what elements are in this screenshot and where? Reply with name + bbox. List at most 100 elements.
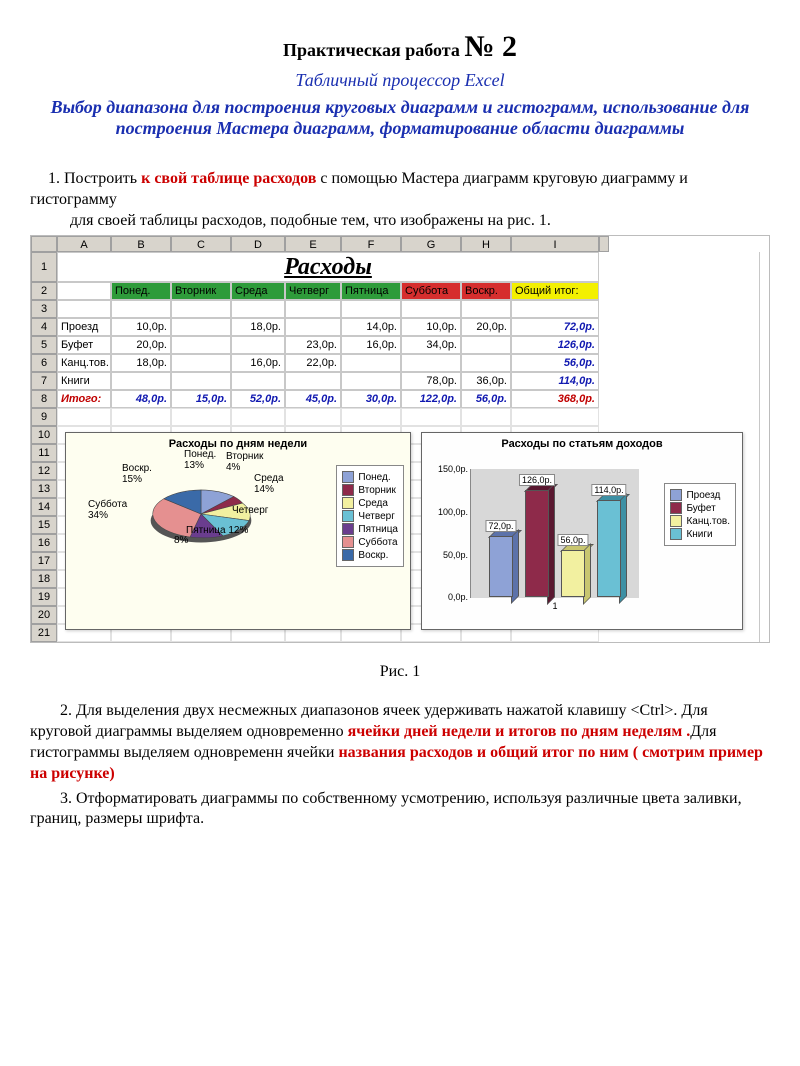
cell-H6[interactable] xyxy=(461,354,511,372)
hdr-sun[interactable]: Воскр. xyxy=(461,282,511,300)
cell-G6[interactable] xyxy=(401,354,461,372)
cell-H5[interactable] xyxy=(461,336,511,354)
itogo-sat[interactable]: 122,0р. xyxy=(401,390,461,408)
col-I[interactable]: I xyxy=(511,236,599,252)
cell-A4[interactable]: Проезд xyxy=(57,318,111,336)
itogo-tue[interactable]: 15,0р. xyxy=(171,390,231,408)
cell-A2[interactable] xyxy=(57,282,111,300)
hdr-wed[interactable]: Среда xyxy=(231,282,285,300)
cell-A7[interactable]: Книги xyxy=(57,372,111,390)
itogo-thu[interactable]: 45,0р. xyxy=(285,390,341,408)
rownum-21[interactable]: 21 xyxy=(31,624,57,642)
cell-E4[interactable] xyxy=(285,318,341,336)
cell-F6[interactable] xyxy=(341,354,401,372)
hdr-tue[interactable]: Вторник xyxy=(171,282,231,300)
itogo-mon[interactable]: 48,0р. xyxy=(111,390,171,408)
itogo-wed[interactable]: 52,0р. xyxy=(231,390,285,408)
para-1d: для своей таблицы расходов, подобные тем… xyxy=(30,211,770,232)
rownum-1[interactable]: 1 xyxy=(31,252,57,282)
rownum-4[interactable]: 4 xyxy=(31,318,57,336)
itogo-sun[interactable]: 56,0р. xyxy=(461,390,511,408)
itogo-total[interactable]: 368,0р. xyxy=(511,390,599,408)
bar: 114,0р. xyxy=(597,500,621,597)
col-A[interactable]: A xyxy=(57,236,111,252)
cell-G4[interactable]: 10,0р. xyxy=(401,318,461,336)
hdr-total[interactable]: Общий итог: xyxy=(511,282,599,300)
cell-F4[interactable]: 14,0р. xyxy=(341,318,401,336)
cell-D7[interactable] xyxy=(231,372,285,390)
col-H[interactable]: H xyxy=(461,236,511,252)
itogo-fri[interactable]: 30,0р. xyxy=(341,390,401,408)
legend-item: Вторник xyxy=(342,484,398,496)
rownum-2[interactable]: 2 xyxy=(31,282,57,300)
rownum-8[interactable]: 8 xyxy=(31,390,57,408)
col-B[interactable]: B xyxy=(111,236,171,252)
rownum-9[interactable]: 9 xyxy=(31,408,57,426)
itogo-label[interactable]: Итого: xyxy=(57,390,111,408)
row-1: 1 Расходы xyxy=(31,252,769,282)
col-E[interactable]: E xyxy=(285,236,341,252)
rownum-18[interactable]: 18 xyxy=(31,570,57,588)
pie-title: Расходы по дням недели xyxy=(66,438,410,450)
para1-a: 1. Построить xyxy=(48,170,141,187)
cell-E5[interactable]: 23,0р. xyxy=(285,336,341,354)
fig-caption: Рис. 1 xyxy=(30,663,770,681)
cell-I4[interactable]: 72,0р. xyxy=(511,318,599,336)
cell-I5[interactable]: 126,0р. xyxy=(511,336,599,354)
rownum-19[interactable]: 19 xyxy=(31,588,57,606)
cell-I6[interactable]: 56,0р. xyxy=(511,354,599,372)
cell-B6[interactable]: 18,0р. xyxy=(111,354,171,372)
col-D[interactable]: D xyxy=(231,236,285,252)
rownum-14[interactable]: 14 xyxy=(31,498,57,516)
cell-B4[interactable]: 10,0р. xyxy=(111,318,171,336)
pie-label: Суббота34% xyxy=(88,499,127,521)
legend-item: Книги xyxy=(670,528,730,540)
row-5: 5 Буфет 20,0р. 23,0р.16,0р.34,0р. 126,0р. xyxy=(31,336,769,354)
cell-C6[interactable] xyxy=(171,354,231,372)
col-F[interactable]: F xyxy=(341,236,401,252)
pie-label: 8% xyxy=(174,535,188,546)
cell-D4[interactable]: 18,0р. xyxy=(231,318,285,336)
rownum-16[interactable]: 16 xyxy=(31,534,57,552)
hdr-thu[interactable]: Четверг xyxy=(285,282,341,300)
hdr-fri[interactable]: Пятница xyxy=(341,282,401,300)
cell-G7[interactable]: 78,0р. xyxy=(401,372,461,390)
cell-A6[interactable]: Канц.тов. xyxy=(57,354,111,372)
col-G[interactable]: G xyxy=(401,236,461,252)
hdr-mon[interactable]: Понед. xyxy=(111,282,171,300)
rownum-11[interactable]: 11 xyxy=(31,444,57,462)
rownum-17[interactable]: 17 xyxy=(31,552,57,570)
rownum-6[interactable]: 6 xyxy=(31,354,57,372)
cell-H4[interactable]: 20,0р. xyxy=(461,318,511,336)
cell-B7[interactable] xyxy=(111,372,171,390)
pie-label: Среда14% xyxy=(254,473,284,495)
cell-H7[interactable]: 36,0р. xyxy=(461,372,511,390)
cell-G5[interactable]: 34,0р. xyxy=(401,336,461,354)
cell-E7[interactable] xyxy=(285,372,341,390)
bar-chart: Расходы по статьям доходов 0,0р.50,0р.10… xyxy=(421,432,743,630)
cell-D5[interactable] xyxy=(231,336,285,354)
rownum-15[interactable]: 15 xyxy=(31,516,57,534)
rownum-13[interactable]: 13 xyxy=(31,480,57,498)
hdr-sat[interactable]: Суббота xyxy=(401,282,461,300)
cell-C5[interactable] xyxy=(171,336,231,354)
cell-D6[interactable]: 16,0р. xyxy=(231,354,285,372)
cell-F7[interactable] xyxy=(341,372,401,390)
rownum-5[interactable]: 5 xyxy=(31,336,57,354)
para-2: 2. Для выделения двух несмежных диапазон… xyxy=(30,701,770,784)
cell-I7[interactable]: 114,0р. xyxy=(511,372,599,390)
rownum-20[interactable]: 20 xyxy=(31,606,57,624)
legend-item: Проезд xyxy=(670,489,730,501)
para1-d-text: для своей таблицы расходов, подобные тем… xyxy=(70,212,551,229)
rownum-12[interactable]: 12 xyxy=(31,462,57,480)
cell-C4[interactable] xyxy=(171,318,231,336)
cell-E6[interactable]: 22,0р. xyxy=(285,354,341,372)
cell-C7[interactable] xyxy=(171,372,231,390)
col-C[interactable]: C xyxy=(171,236,231,252)
rownum-7[interactable]: 7 xyxy=(31,372,57,390)
cell-F5[interactable]: 16,0р. xyxy=(341,336,401,354)
cell-B5[interactable]: 20,0р. xyxy=(111,336,171,354)
rownum-10[interactable]: 10 xyxy=(31,426,57,444)
cell-A5[interactable]: Буфет xyxy=(57,336,111,354)
rownum-3[interactable]: 3 xyxy=(31,300,57,318)
